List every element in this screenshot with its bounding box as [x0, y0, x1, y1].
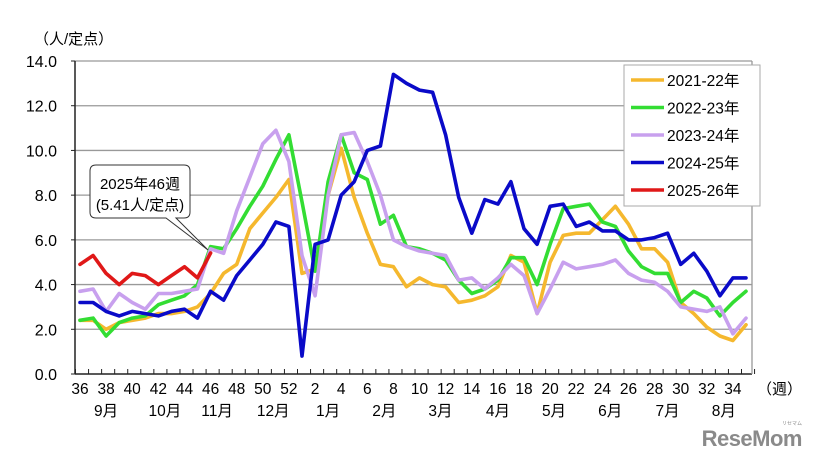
month-label: 1月	[316, 403, 340, 420]
legend: 2021-22年 2022-23年 2023-24年 2024-25年 2025-26年	[623, 64, 761, 207]
y-tick-label: 8.0	[35, 188, 57, 205]
x-tick-label: 42	[150, 381, 167, 398]
series-line-2025-26	[78, 251, 213, 287]
x-axis-unit-label: （週）	[757, 381, 802, 398]
x-tick-label: 8	[389, 381, 398, 398]
x-tick-label: 46	[202, 381, 219, 398]
x-tick-label: 20	[541, 381, 559, 398]
watermark-text: ReseMom	[701, 426, 803, 451]
y-tick-label: 10.0	[26, 143, 57, 160]
x-tick-label: 44	[176, 381, 194, 398]
legend-label: 2025-26年	[667, 182, 739, 200]
x-tick-label: 12	[437, 381, 454, 398]
x-tick-label: 4	[337, 381, 346, 398]
x-tick-label: 18	[515, 381, 532, 398]
callout-bubble	[89, 164, 209, 251]
month-label: 9月	[94, 403, 118, 420]
y-axis-unit-label: （人/定点）	[34, 31, 113, 48]
x-tick-label: 10	[411, 381, 429, 398]
y-tick-label: 0.0	[35, 367, 57, 384]
x-tick-label: 32	[698, 381, 715, 398]
data-series-lines	[78, 72, 748, 358]
y-tick-label: 2.0	[35, 322, 57, 339]
y-tick-label: 6.0	[35, 233, 57, 250]
y-tick-label: 12.0	[26, 99, 57, 116]
series-line-2023-24	[78, 128, 748, 336]
month-label: 4月	[486, 403, 510, 420]
y-tick-label: 4.0	[35, 278, 57, 295]
y-axis-tick-labels: 0.0 2.0 4.0 6.0 8.0 10.0 12.0 14.0	[26, 54, 57, 384]
x-tick-label: 50	[254, 381, 272, 398]
callout-line1: 2025年46週	[100, 176, 180, 193]
x-tick-label: 38	[97, 381, 114, 398]
legend-label: 2024-25年	[667, 155, 739, 173]
x-tick-label: 16	[489, 381, 506, 398]
x-tick-label: 52	[280, 381, 297, 398]
x-tick-label: 34	[724, 381, 742, 398]
x-tick-label: 14	[463, 381, 481, 398]
x-tick-label: 2	[311, 381, 320, 398]
x-tick-label: 36	[71, 381, 88, 398]
axes	[71, 60, 756, 375]
x-tick-label: 40	[124, 381, 142, 398]
x-tick-label: 28	[646, 381, 663, 398]
series-line-2021-22	[78, 146, 748, 343]
month-label: 5月	[542, 403, 566, 420]
series-line-2024-25	[78, 72, 748, 358]
x-tick-label: 6	[363, 381, 372, 398]
x-tick-label: 26	[620, 381, 637, 398]
x-tick-label: 24	[594, 381, 612, 398]
month-label: 2月	[372, 403, 396, 420]
month-label: 12月	[257, 403, 290, 420]
month-label: 7月	[656, 403, 680, 420]
watermark-subtext: リセマム	[781, 421, 802, 427]
legend-label: 2023-24年	[667, 127, 739, 145]
month-label: 6月	[598, 403, 622, 420]
resemom-watermark-logo: ReseMom リセマム	[701, 421, 803, 452]
x-tick-label: 22	[568, 381, 585, 398]
x-tick-label: 30	[672, 381, 690, 398]
x-axis-week-labels: 36 38 40 42 44 46 48 50 52 2 4 6 8 10 12 14 16 18 20 22 24 26…	[71, 381, 742, 398]
x-tick-label: 48	[228, 381, 245, 398]
month-label: 8月	[712, 403, 736, 420]
month-label: 10月	[149, 403, 182, 420]
month-label: 11月	[201, 403, 233, 420]
y-tick-label: 14.0	[26, 54, 57, 71]
legend-label: 2022-23年	[667, 100, 739, 118]
legend-label: 2021-22年	[667, 72, 739, 90]
x-axis-month-labels: 9月 10月 11月 12月 1月 2月 3月 4月 5月 6月 7月 8月	[94, 403, 736, 420]
callout-line2: (5.41人/定点)	[96, 197, 184, 214]
annotation-callout: 2025年46週 (5.41人/定点)	[89, 164, 209, 251]
month-label: 3月	[428, 403, 452, 420]
